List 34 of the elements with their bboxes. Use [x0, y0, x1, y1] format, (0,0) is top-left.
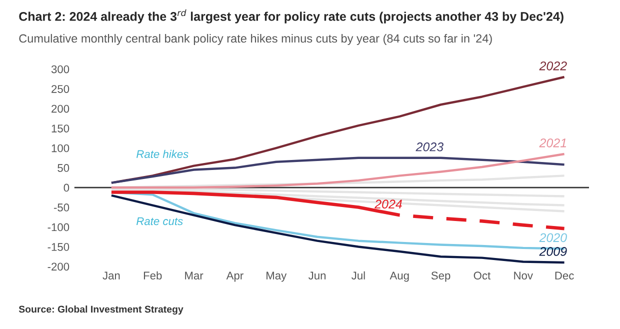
y-tick-label: -50 [54, 204, 70, 212]
y-tick-label: -100 [48, 223, 70, 232]
y-tick-label: 50 [58, 164, 70, 172]
series-label: 2023 [416, 142, 444, 152]
x-tick-label: Jun [308, 272, 326, 280]
y-tick-label: 250 [52, 85, 70, 93]
x-tick-label: Jan [102, 272, 120, 280]
series-label: 2024 [374, 200, 402, 209]
chart-title: Chart 2: 2024 already the 3$^{rd}$ largest year for policy rate cuts (projects another 43 by Dec'24) [19, 9, 564, 24]
annotation: Rate hikes [136, 150, 188, 158]
x-tick-label: Dec [555, 272, 574, 280]
series-label: 2021 [539, 138, 566, 148]
y-tick-label: 0 [64, 184, 70, 192]
x-tick-label: Nov [514, 272, 533, 280]
x-tick-label: Jul [352, 271, 365, 280]
x-tick-label: Apr [226, 272, 244, 282]
y-tick-label: 200 [52, 104, 70, 113]
y-tick-label: 150 [52, 124, 70, 132]
x-tick-label: Aug [390, 272, 409, 282]
x-tick-label: May [266, 272, 287, 282]
x-tick-label: Oct [474, 272, 491, 280]
x-tick-label: Feb [144, 271, 162, 280]
annotation: Rate cuts [136, 217, 183, 226]
x-tick-label: Mar [185, 272, 204, 280]
series-label: 2020 [539, 233, 567, 242]
y-tick-label: -200 [48, 262, 70, 271]
x-tick-label: Sep [431, 272, 450, 282]
y-tick-label: -150 [48, 243, 70, 251]
y-tick-label: 100 [52, 144, 70, 152]
series-label: 2009 [539, 247, 567, 256]
y-tick-label: 300 [51, 65, 70, 74]
source-note: Source: Global Investment Strategy [18, 306, 184, 315]
series-label: 2022 [539, 61, 567, 70]
chart-subtitle: Cumulative monthly central bank policy rate hikes minus cuts by year (84 cuts so far in '24) [19, 34, 492, 45]
